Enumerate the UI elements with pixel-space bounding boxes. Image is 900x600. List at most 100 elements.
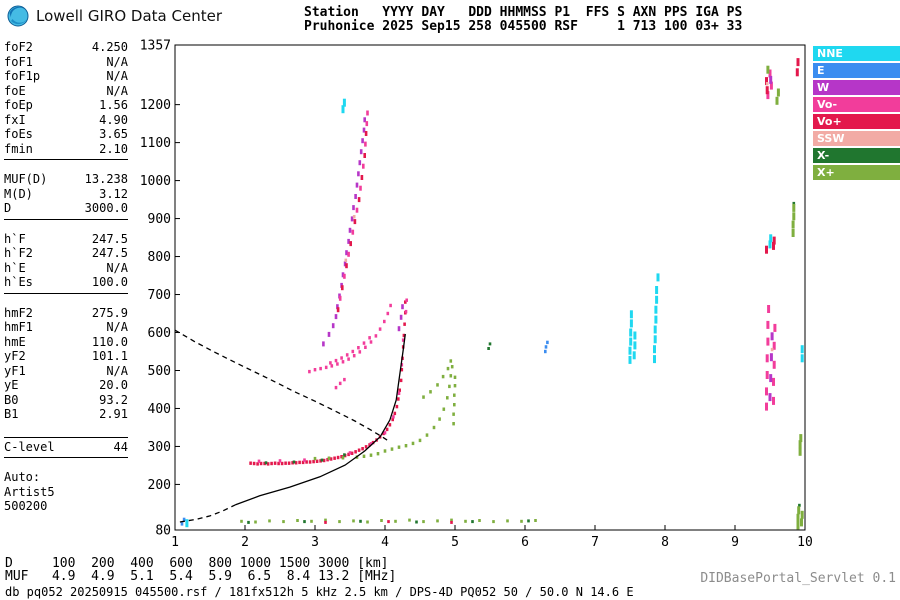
- y-tick-label: 1200: [140, 98, 171, 113]
- param-value: 4.250: [91, 40, 128, 54]
- param-value: 3.12: [99, 186, 128, 201]
- param-row: yF2 101.1: [4, 349, 128, 364]
- param-group: hmF2 275.9 hmF1 N/A hmE 110.0 yF2 101.1 yF1 N/A yE…: [4, 306, 128, 425]
- param-row: MUF(D) 13.238: [4, 172, 128, 187]
- param-row: foEp 1.56: [4, 98, 128, 113]
- param-row: foF2 4.250: [4, 40, 128, 55]
- x-tick-label: 9: [731, 535, 739, 550]
- series-right-columns-pink: [765, 69, 777, 411]
- param-label: yF2: [4, 349, 26, 363]
- param-value: 4.90: [99, 112, 128, 127]
- param-label: yF1: [4, 363, 26, 378]
- distance-row: D 100 200 400 600 800 1000 1500 3000 [km…: [5, 556, 389, 571]
- param-label: Artist5: [4, 484, 55, 499]
- y-tick-label: 500: [148, 364, 171, 379]
- legend-item-Vo-: Vo-: [813, 97, 900, 112]
- param-panel: foF2 4.250 foF1 N/A foF1p N/A foE N/A foEp 1.56 fx…: [4, 40, 128, 527]
- param-label: C-level: [4, 439, 55, 454]
- param-label: foEp: [4, 98, 33, 112]
- param-value: N/A: [106, 69, 128, 83]
- y-tick-label: 1100: [140, 136, 171, 151]
- legend-item-NNE: NNE: [813, 46, 900, 61]
- param-label: foF1: [4, 54, 33, 69]
- param-label: h`F: [4, 231, 26, 246]
- param-label: h`F2: [4, 246, 33, 260]
- series-spread-band-red: [336, 131, 368, 313]
- param-value: 20.0: [99, 378, 128, 392]
- y-tick-label: 400: [148, 402, 171, 417]
- param-value: N/A: [106, 83, 128, 98]
- series-o-trace-sprinkle: [257, 298, 408, 463]
- y-tick-label: 80: [155, 524, 171, 539]
- param-row: h`E N/A: [4, 261, 128, 276]
- x-tick-label: 5: [451, 535, 459, 550]
- param-label: foF2: [4, 40, 33, 54]
- param-label: 500200: [4, 499, 48, 513]
- x-tick-label: 7: [591, 535, 599, 550]
- series-x-trace: [313, 365, 457, 461]
- series-es-layer-green: [240, 518, 537, 524]
- param-row: C-level 44: [4, 440, 128, 455]
- param-label: fmin: [4, 141, 33, 156]
- param-row: Artist5: [4, 485, 128, 500]
- series-spread-band-pink: [338, 110, 369, 301]
- series-o-trace-first-hop: [249, 300, 407, 466]
- series-right-columns-green: [766, 65, 804, 530]
- param-group: Auto: Artist5 500200: [4, 470, 128, 517]
- param-value: 93.2: [99, 392, 128, 407]
- legend-item-X-: X-: [813, 148, 900, 163]
- param-group: MUF(D) 13.238 M(D) 3.12 D 3000.0: [4, 172, 128, 220]
- param-row: foF1 N/A: [4, 55, 128, 70]
- y-tick-label: 1357: [140, 39, 171, 54]
- param-value: 101.1: [91, 349, 128, 363]
- param-row: yF1 N/A: [4, 364, 128, 379]
- series-right-columns-purple: [768, 75, 774, 402]
- param-row: yE 20.0: [4, 378, 128, 393]
- x-tick-label: 3: [311, 535, 319, 550]
- param-row: foF1p N/A: [4, 69, 128, 84]
- param-row: foEs 3.65: [4, 127, 128, 142]
- line-profile-extrapolation: [179, 504, 236, 523]
- param-group: h`F 247.5 h`F2 247.5 h`E N/A h`Es 100.0: [4, 232, 128, 294]
- param-label: fxI: [4, 112, 26, 127]
- y-tick-label: 300: [148, 440, 171, 455]
- series-spread-band-purple: [322, 117, 404, 347]
- param-label: yE: [4, 378, 19, 392]
- series-x-second-hop: [422, 359, 453, 399]
- line-descending-dashed-curve: [174, 329, 391, 443]
- legend-item-W: W: [813, 80, 900, 95]
- param-row: B0 93.2: [4, 393, 128, 408]
- y-tick-label: 600: [148, 326, 171, 341]
- param-row: Auto:: [4, 470, 128, 485]
- param-label: hmF1: [4, 320, 33, 334]
- param-row: M(D) 3.12: [4, 187, 128, 202]
- series-ssw-dots: [344, 82, 774, 352]
- y-tick-label: 200: [148, 478, 171, 493]
- y-tick-label: 700: [148, 288, 171, 303]
- param-value: 1.56: [99, 98, 128, 112]
- series-es-layer-red: [324, 520, 453, 524]
- legend-item-Vo+: Vo+: [813, 114, 900, 129]
- param-label: D: [4, 201, 12, 215]
- y-tick-label: 800: [148, 250, 171, 265]
- series-right-columns-red: [765, 58, 800, 254]
- x-tick-label: 4: [381, 535, 389, 550]
- param-value: 44: [113, 439, 128, 454]
- x-tick-label: 1: [171, 535, 179, 550]
- param-value: 2.91: [99, 407, 128, 421]
- param-value: 247.5: [91, 246, 128, 260]
- line-true-height-profile: [234, 333, 406, 506]
- param-row: hmE 110.0: [4, 335, 128, 350]
- param-group: foF2 4.250 foF1 N/A foF1p N/A foE N/A foEp 1.56 fx…: [4, 40, 128, 160]
- status-line: db pq052 20250915 045500.rsf / 181fx512h…: [5, 585, 634, 599]
- brand-title: Lowell GIRO Data Center: [36, 7, 222, 25]
- series-e-dots: [180, 340, 549, 526]
- legend-item-E: E: [813, 63, 900, 78]
- param-value: 3.65: [99, 127, 128, 141]
- param-row: 500200: [4, 499, 128, 514]
- param-label: hmE: [4, 334, 26, 349]
- param-row: fxI 4.90: [4, 113, 128, 128]
